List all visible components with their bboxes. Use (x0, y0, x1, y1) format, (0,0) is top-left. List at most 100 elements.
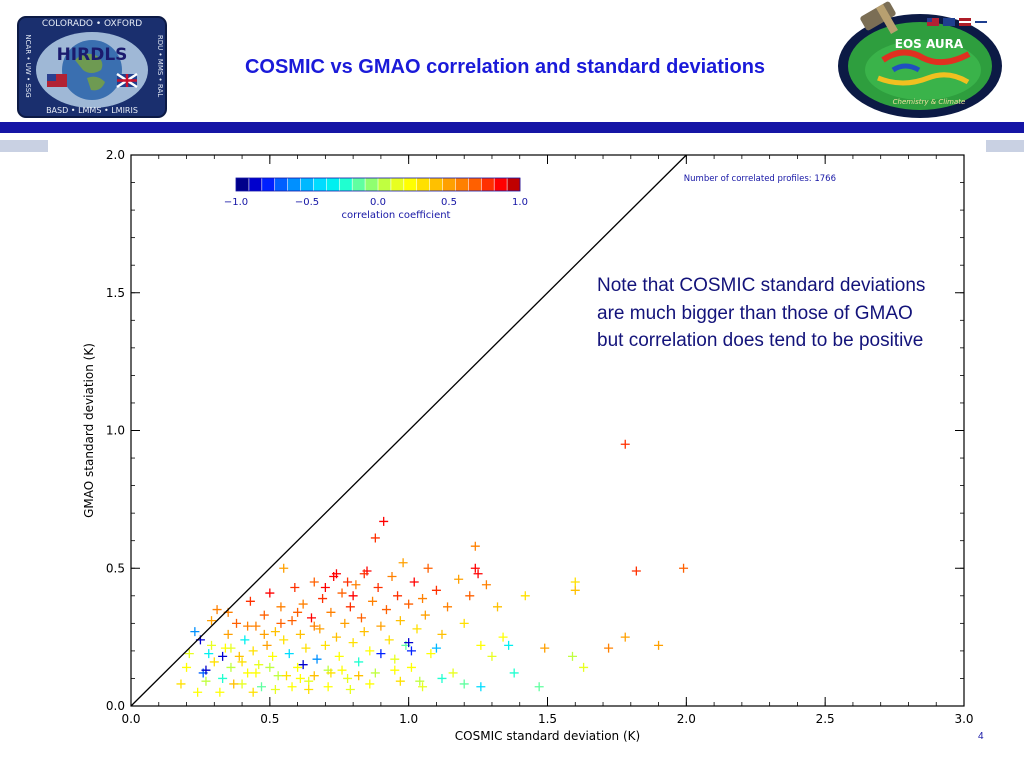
scatter-point (226, 643, 236, 653)
scatter-point (337, 588, 347, 598)
scatter-point (340, 618, 350, 628)
colorbar-swatch (468, 178, 482, 191)
colorbar-swatch (442, 178, 456, 191)
scatter-point (234, 651, 244, 661)
scatter-point (259, 610, 269, 620)
scatter-point (262, 640, 272, 650)
colorbar-swatch (339, 178, 353, 191)
scatter-point (415, 676, 425, 686)
scatter-point (354, 671, 364, 681)
scatter-point (448, 668, 458, 678)
scatter-point (393, 591, 403, 601)
header-band-light-left (0, 140, 48, 152)
scatter-point (387, 572, 397, 582)
scatter-point (279, 563, 289, 573)
scatter-point (437, 629, 447, 639)
scatter-point (276, 618, 286, 628)
hirdls-logo-right-side: RDU • MMS • RAL (156, 35, 164, 97)
colorbar (235, 177, 521, 192)
scatter-point (190, 627, 200, 637)
scatter-point (567, 651, 577, 661)
hirdls-logo-graphic: COLORADO • OXFORD HIRDLS BASD • LMMS • L… (17, 16, 167, 118)
colorbar-swatch (416, 178, 430, 191)
scatter-point (309, 621, 319, 631)
scatter-point (620, 439, 630, 449)
colorbar-swatch (326, 178, 340, 191)
note-text: Note that COSMIC standard deviations are… (597, 275, 926, 351)
colorbar-swatch (494, 178, 508, 191)
scatter-point (570, 585, 580, 595)
axis-ticks (130, 154, 965, 707)
scatter-point (520, 591, 530, 601)
scatter-point (359, 627, 369, 637)
scatter-point (298, 660, 308, 670)
scatter-point (207, 640, 217, 650)
scatter-point (423, 563, 433, 573)
scatter-point (470, 563, 480, 573)
scatter-point (226, 662, 236, 672)
eos-aura-logo-caption: Chemistry & Climate (893, 98, 966, 106)
scatter-point (248, 687, 258, 697)
x-tick-labels: 0.0 0.5 1.0 1.5 2.0 2.5 3.0 (121, 712, 973, 726)
colorbar-swatch (365, 178, 379, 191)
colorbar-swatch (274, 178, 288, 191)
hirdls-logo: COLORADO • OXFORD HIRDLS BASD • LMMS • L… (17, 16, 167, 118)
scatter-point (204, 649, 214, 659)
x-tick-label: 3.0 (954, 712, 973, 726)
scatter-point (384, 635, 394, 645)
scatter-point (420, 610, 430, 620)
scatter-point (409, 577, 419, 587)
colorbar-tick-label: 0.0 (370, 197, 386, 208)
scatter-point (379, 516, 389, 526)
scatter-point (318, 594, 328, 604)
colorbar-tick-label: −0.5 (295, 197, 319, 208)
scatter-point (473, 569, 483, 579)
x-tick-label: 2.5 (816, 712, 835, 726)
colorbar-tick-label: 1.0 (512, 197, 528, 208)
scatter-point (459, 618, 469, 628)
header-band (0, 122, 1024, 133)
scatter-point (370, 533, 380, 543)
scatter-point (287, 616, 297, 626)
scatter-point (679, 563, 689, 573)
scatter-point (465, 591, 475, 601)
eos-aura-logo-graphic: EOS AURA Chemistry & Climate (838, 1, 1002, 118)
scatter-point (368, 596, 378, 606)
scatter-point (331, 632, 341, 642)
scatter-point (290, 583, 300, 593)
eos-aura-logo-name: EOS AURA (895, 37, 964, 51)
scatter-point (257, 682, 267, 692)
colorbar-frame (235, 177, 521, 192)
colorbar-tick-label: 0.5 (441, 197, 457, 208)
scatter-point (534, 682, 544, 692)
scatter-point (476, 640, 486, 650)
scatter-point (176, 679, 186, 689)
scatter-point (398, 558, 408, 568)
x-tick-label: 1.5 (538, 712, 557, 726)
colorbar-swatch (481, 178, 495, 191)
scatter-point (309, 577, 319, 587)
scatter-point (293, 607, 303, 617)
scatter-point (459, 679, 469, 689)
scatter-point (390, 665, 400, 675)
scatter-point (232, 618, 242, 628)
scatter-point (326, 607, 336, 617)
y-axis-label: GMAO standard deviation (K) (82, 343, 96, 518)
colorbar-swatch (352, 178, 366, 191)
scatter-point (293, 662, 303, 672)
y-tick-labels: 0.0 0.5 1.0 1.5 2.0 (106, 148, 125, 713)
scatter-point (404, 638, 414, 648)
page-number: 4 (978, 731, 984, 742)
colorbar-swatch (300, 178, 314, 191)
scatter-point (276, 602, 286, 612)
plot-frame: 0.0 0.5 1.0 1.5 2.0 2.5 3.0 0.0 0.5 1.0 1.5 2.0 CO… (48, 133, 986, 751)
scatter-point (426, 649, 436, 659)
scatter-point (406, 646, 416, 656)
colorbar-swatch (507, 178, 521, 191)
y-tick-label: 1.5 (106, 286, 125, 300)
scatter-point (315, 624, 325, 634)
slide-title: COSMIC vs GMAO correlation and standard … (244, 56, 766, 78)
scatter-point (209, 657, 219, 667)
scatter-point (334, 651, 344, 661)
scatter-points (176, 439, 689, 697)
